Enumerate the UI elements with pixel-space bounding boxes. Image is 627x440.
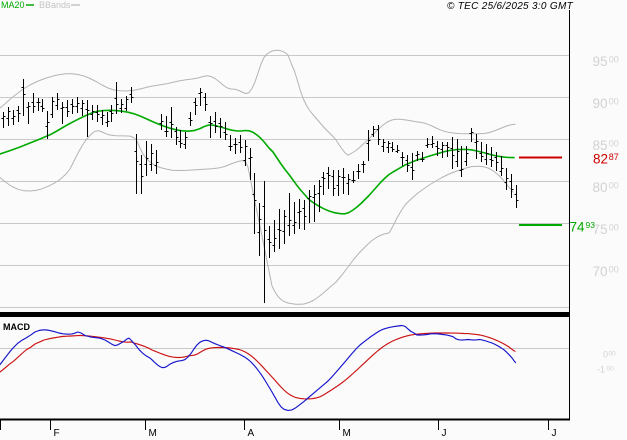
- svg-text:© TEC 25/6/2025 3:0 GMT: © TEC 25/6/2025 3:0 GMT: [447, 1, 574, 12]
- svg-text:A: A: [248, 428, 255, 439]
- svg-text:0: 0: [603, 350, 608, 360]
- svg-text:93: 93: [586, 220, 596, 230]
- svg-text:00: 00: [609, 265, 619, 275]
- svg-text:BBands: BBands: [39, 0, 71, 10]
- svg-text:87: 87: [609, 152, 619, 162]
- svg-text:80: 80: [593, 180, 608, 195]
- svg-text:J: J: [442, 428, 447, 439]
- svg-text:00: 00: [607, 366, 615, 373]
- svg-text:M: M: [149, 428, 157, 439]
- svg-text:95: 95: [593, 54, 608, 69]
- svg-text:00: 00: [609, 55, 619, 65]
- svg-text:00: 00: [609, 139, 619, 149]
- svg-text:00: 00: [609, 223, 619, 233]
- svg-text:74: 74: [570, 220, 586, 235]
- svg-text:00: 00: [609, 97, 619, 107]
- svg-text:J: J: [552, 428, 557, 439]
- svg-text:00: 00: [609, 181, 619, 191]
- svg-text:F: F: [54, 428, 60, 439]
- svg-text:00: 00: [609, 351, 617, 358]
- svg-text:M: M: [343, 428, 351, 439]
- svg-text:70: 70: [593, 264, 608, 279]
- svg-text:85: 85: [593, 138, 608, 153]
- svg-text:82: 82: [593, 151, 608, 166]
- svg-text:MA20: MA20: [1, 0, 25, 10]
- svg-text:75: 75: [593, 222, 608, 237]
- svg-text:90: 90: [593, 96, 608, 111]
- svg-text:MACD: MACD: [3, 322, 30, 332]
- svg-text:-1: -1: [597, 365, 605, 375]
